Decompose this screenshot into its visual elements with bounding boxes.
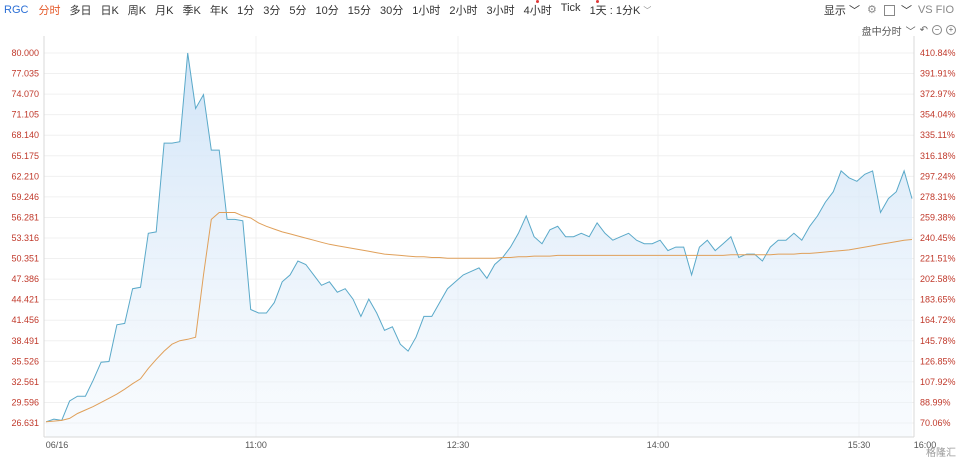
timeframe-2[interactable]: 日K bbox=[100, 5, 119, 17]
timeframe-3[interactable]: 周K bbox=[127, 5, 147, 17]
y-tick-left: 59.246 bbox=[11, 192, 39, 202]
x-tick-label: 14:00 bbox=[647, 440, 670, 450]
y-tick-left: 68.140 bbox=[11, 130, 39, 140]
x-tick-label: 11:00 bbox=[245, 440, 267, 450]
timeframe-9[interactable]: 5分 bbox=[289, 5, 307, 17]
y-tick-right: 221.51% bbox=[920, 254, 956, 264]
timeframe-12[interactable]: 30分 bbox=[380, 5, 404, 17]
zoom-out-icon[interactable]: − bbox=[932, 25, 942, 35]
undo-icon[interactable]: ↶ bbox=[919, 24, 928, 36]
y-tick-left: 80.000 bbox=[11, 48, 39, 58]
timeframe-10[interactable]: 10分 bbox=[315, 5, 339, 17]
timeframe-7[interactable]: 1分 bbox=[237, 5, 255, 17]
y-tick-left: 47.386 bbox=[11, 274, 39, 284]
y-tick-right: 259.38% bbox=[920, 212, 956, 222]
average-line bbox=[45, 212, 913, 423]
y-tick-right: 88.99% bbox=[920, 397, 951, 407]
y-tick-left: 41.456 bbox=[11, 315, 39, 325]
y-tick-right: 391.91% bbox=[920, 69, 956, 79]
y-tick-left: 53.316 bbox=[11, 233, 39, 243]
timeframe-6[interactable]: 年K bbox=[209, 5, 229, 17]
intraday-dropdown-label[interactable]: 盘中分时 bbox=[861, 26, 902, 38]
timeframe-16[interactable]: 4小时 bbox=[523, 5, 552, 17]
y-tick-left: 50.351 bbox=[11, 254, 39, 264]
checkbox-icon[interactable] bbox=[883, 4, 895, 16]
y-tick-right: 126.85% bbox=[920, 356, 956, 366]
y-tick-left: 77.035 bbox=[11, 69, 39, 79]
y-tick-left: 74.070 bbox=[11, 89, 39, 99]
y-tick-left: 65.175 bbox=[11, 151, 39, 161]
y-tick-right: 240.45% bbox=[920, 233, 956, 243]
y-tick-left: 38.491 bbox=[11, 336, 39, 346]
chevron-down-icon: ﹀ bbox=[643, 5, 652, 15]
x-tick-label: 16:00 bbox=[914, 440, 937, 450]
price-line bbox=[45, 52, 913, 423]
watermark: 格隆汇 bbox=[926, 448, 956, 459]
display-dropdown[interactable]: 显示 ﹀ bbox=[824, 2, 860, 18]
y-tick-right: 278.31% bbox=[920, 192, 956, 202]
timeframe-group: 分时 多日 日K 周K 月K 季K 年K 1分 3分 5分 10分 15分 30分 1小时 2小时 3小时 4小… bbox=[38, 2, 589, 18]
timeframe-14[interactable]: 2小时 bbox=[449, 5, 478, 17]
y-tick-left: 56.281 bbox=[11, 212, 39, 222]
x-tick-label: 12:30 bbox=[447, 440, 470, 450]
y-tick-right: 335.11% bbox=[920, 130, 955, 140]
y-tick-left: 29.596 bbox=[11, 397, 39, 407]
y-tick-left: 26.631 bbox=[11, 418, 39, 428]
y-tick-left: 71.105 bbox=[11, 110, 39, 120]
timeframe-13[interactable]: 1小时 bbox=[412, 5, 441, 17]
price-area bbox=[46, 53, 912, 437]
chevron-down-icon[interactable]: ﹀ bbox=[900, 5, 912, 17]
x-tick-label: 06/16 bbox=[46, 440, 69, 450]
chevron-down-icon[interactable]: ﹀ bbox=[905, 26, 916, 38]
timeframe-4[interactable]: 月K bbox=[155, 5, 174, 17]
timeframe-8[interactable]: 3分 bbox=[263, 5, 281, 17]
timeframe-0[interactable]: 分时 bbox=[38, 5, 61, 17]
zoom-in-icon[interactable]: + bbox=[946, 25, 956, 35]
symbol-label[interactable]: RGC bbox=[4, 4, 29, 16]
y-tick-right: 372.97% bbox=[920, 89, 956, 99]
gear-icon[interactable]: ⚙ bbox=[867, 4, 877, 16]
range-label: 1天 : 1分K bbox=[589, 5, 641, 17]
x-tick-label: 15:30 bbox=[848, 440, 871, 450]
timeframe-17[interactable]: Tick bbox=[560, 2, 581, 14]
y-tick-right: 202.58% bbox=[920, 274, 956, 284]
vs-label[interactable]: VS FIO bbox=[917, 4, 954, 16]
y-tick-right: 164.72% bbox=[920, 315, 956, 325]
range-dropdown[interactable]: 1天 : 1分K ﹀ bbox=[590, 2, 652, 18]
display-label: 显示 bbox=[823, 5, 846, 17]
y-tick-left: 32.561 bbox=[11, 377, 39, 387]
chart-subbar: 盘中分时 ﹀ ↶ − + bbox=[861, 23, 956, 38]
y-tick-right: 410.84% bbox=[920, 48, 956, 58]
timeframe-11[interactable]: 15分 bbox=[347, 5, 372, 17]
indicator-dot bbox=[596, 0, 599, 3]
y-tick-left: 44.421 bbox=[11, 295, 39, 305]
y-tick-right: 70.06% bbox=[920, 418, 951, 428]
y-tick-left: 62.210 bbox=[11, 171, 39, 181]
y-tick-right: 316.18% bbox=[920, 151, 956, 161]
y-tick-right: 107.92% bbox=[920, 377, 956, 387]
y-tick-right: 145.78% bbox=[920, 336, 956, 346]
chevron-down-icon: ﹀ bbox=[848, 5, 860, 17]
right-tools: 显示 ﹀ ⚙ ﹀ VS FIO bbox=[824, 0, 954, 20]
timeframe-15[interactable]: 3小时 bbox=[486, 5, 515, 17]
y-tick-left: 35.526 bbox=[11, 356, 39, 366]
indicator-dot bbox=[536, 0, 539, 3]
y-tick-right: 354.04% bbox=[920, 110, 956, 120]
y-tick-right: 183.65% bbox=[920, 295, 956, 305]
y-tick-right: 297.24% bbox=[920, 171, 956, 181]
timeframe-1[interactable]: 多日 bbox=[69, 5, 92, 17]
toolbar: RGC 分时 多日 日K 周K 月K 季K 年K 1分 3分 5分 10分 15分 30分 1小时 2小时 3… bbox=[0, 0, 960, 20]
timeframe-5[interactable]: 季K bbox=[182, 5, 201, 17]
